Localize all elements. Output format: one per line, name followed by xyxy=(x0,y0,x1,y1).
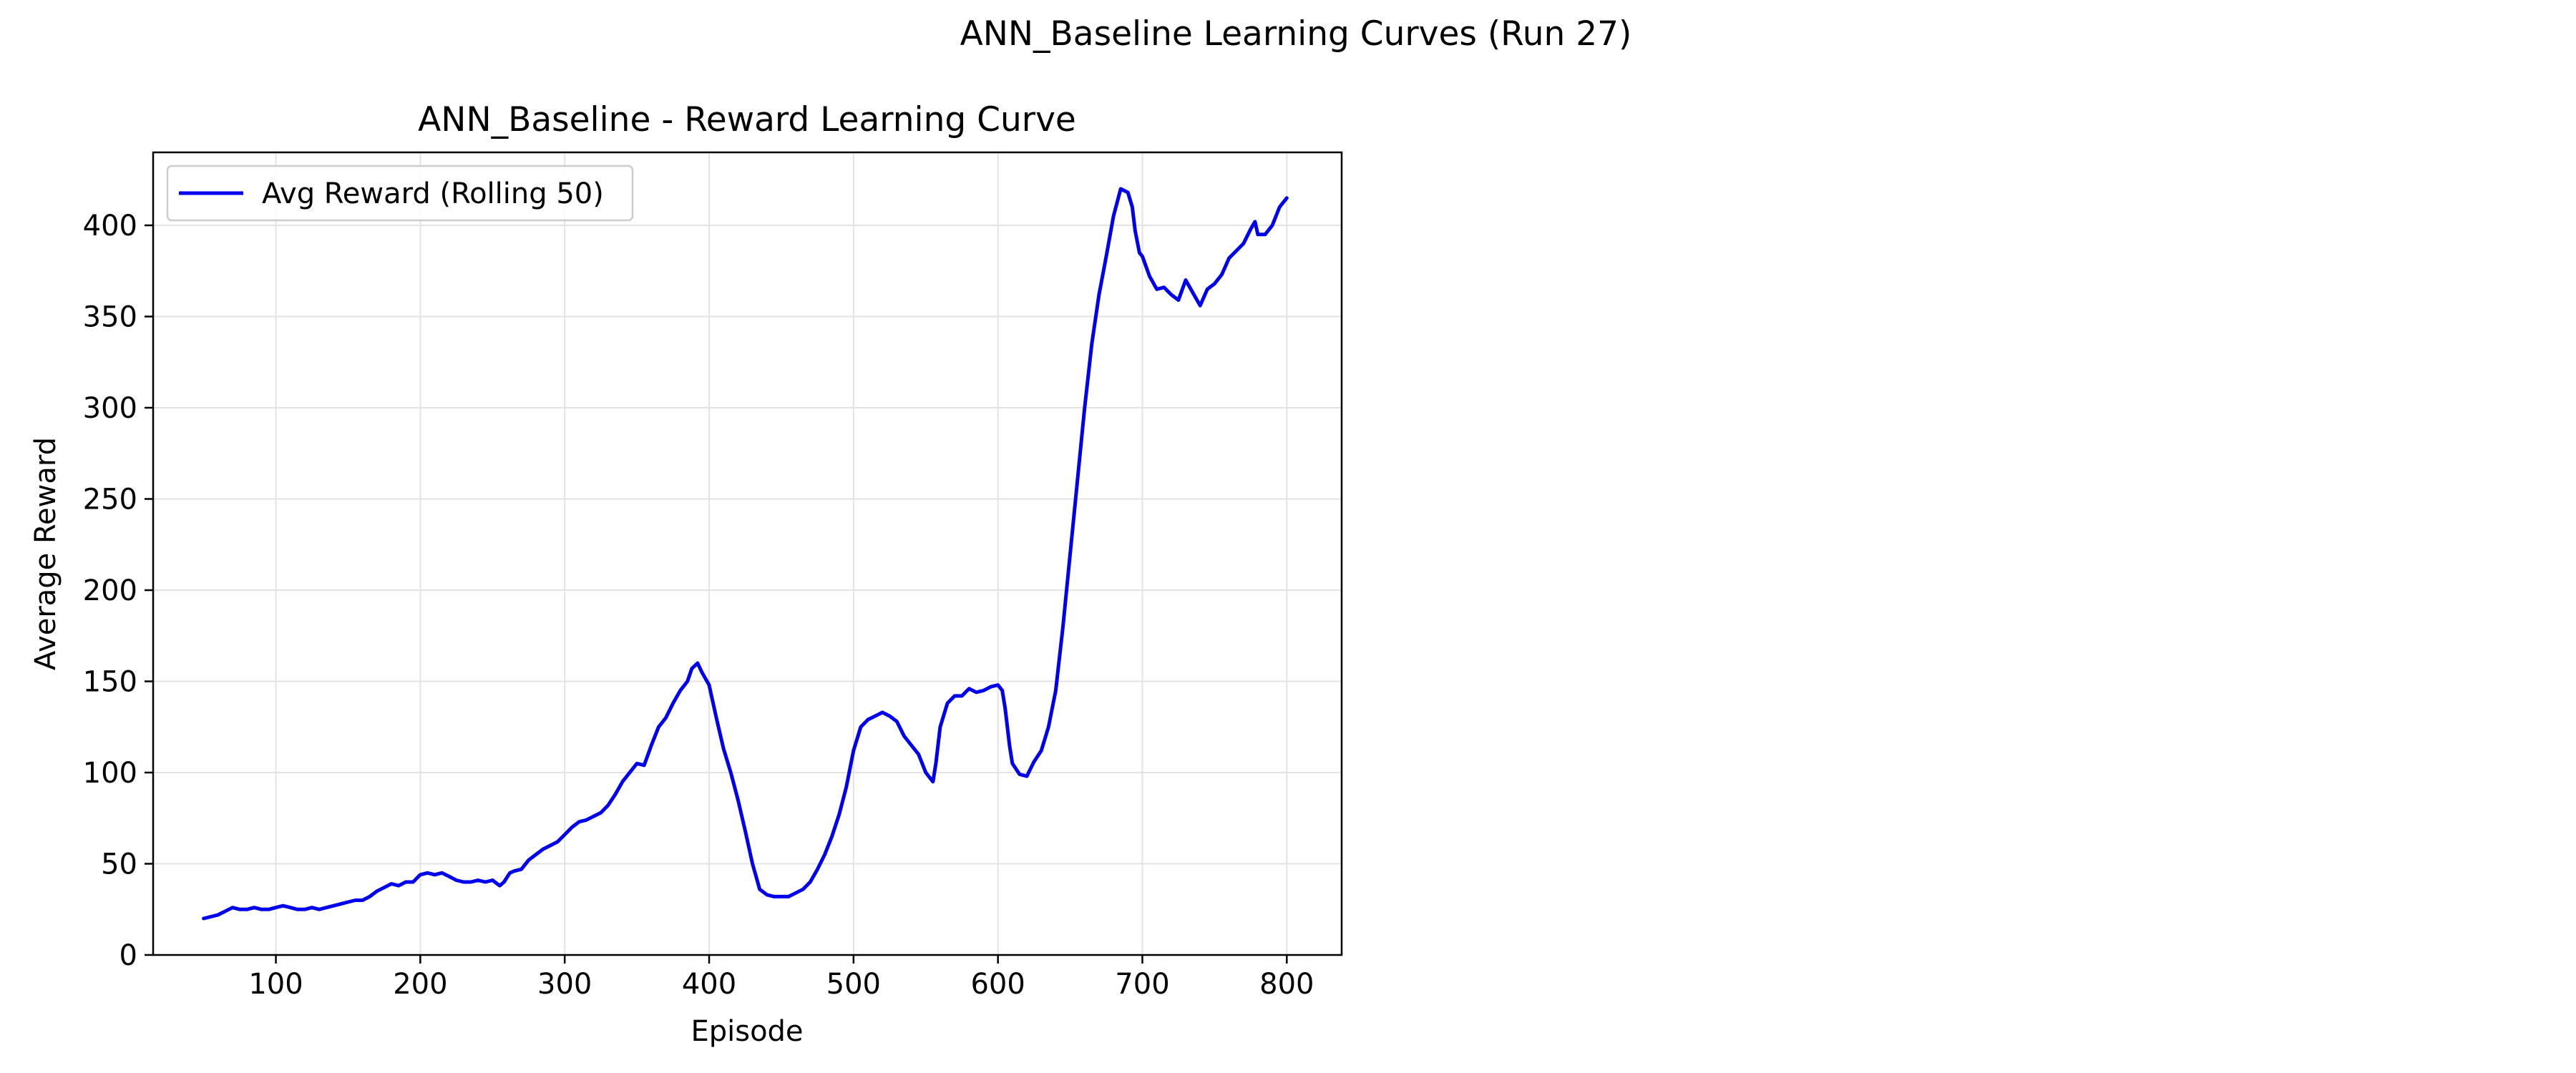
y-tick-label: 250 xyxy=(83,484,137,516)
x-tick-label: 200 xyxy=(393,968,447,1001)
y-tick-label: 300 xyxy=(83,392,137,425)
y-tick-label: 400 xyxy=(83,210,137,242)
x-tick-label: 400 xyxy=(682,968,736,1001)
x-tick-label: 600 xyxy=(970,968,1025,1001)
x-tick-label: 800 xyxy=(1259,968,1314,1001)
plot-frame xyxy=(152,151,1343,956)
y-axis-label: Average Reward xyxy=(29,437,62,670)
legend-box xyxy=(166,165,634,222)
series-layer xyxy=(202,187,1289,921)
chart-title: ANN_Baseline - Reward Learning Curve xyxy=(418,100,1076,139)
x-tick-label: 500 xyxy=(826,968,881,1001)
figure-suptitle: ANN_Baseline Learning Curves (Run 27) xyxy=(960,14,1632,54)
y-tick-label: 350 xyxy=(83,301,137,334)
y-tick-label: 50 xyxy=(101,848,137,881)
y-tick-label: 100 xyxy=(83,757,137,790)
x-tick-label: 300 xyxy=(537,968,592,1001)
axis-ticks: 100 200 300 400 500 600 700 800 0 50 100 150 200 250 3… xyxy=(83,210,1314,1001)
series-line-avg-reward xyxy=(202,187,1289,921)
y-tick-label: 150 xyxy=(83,666,137,699)
x-axis-label: Episode xyxy=(691,1015,803,1048)
legend: Avg Reward (Rolling 50) xyxy=(166,165,634,222)
y-tick-label: 200 xyxy=(83,574,137,607)
x-tick-label: 100 xyxy=(248,968,303,1001)
x-tick-label: 700 xyxy=(1115,968,1169,1001)
grid-lines xyxy=(153,152,1342,956)
legend-series-label: Avg Reward (Rolling 50) xyxy=(262,177,604,210)
y-tick-label: 0 xyxy=(119,939,137,972)
